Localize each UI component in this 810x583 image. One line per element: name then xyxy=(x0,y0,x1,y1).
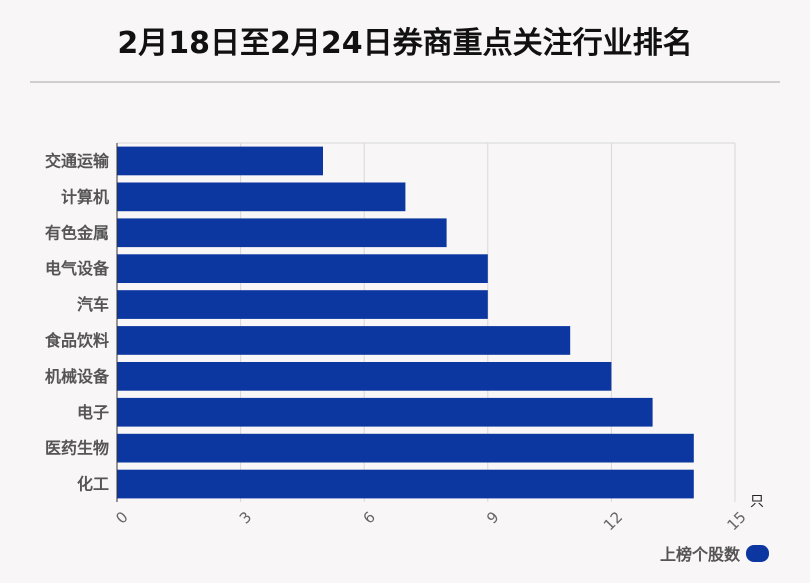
category-label: 有色金属 xyxy=(45,223,109,242)
bars xyxy=(117,146,694,499)
bar[interactable] xyxy=(117,254,488,284)
bar[interactable] xyxy=(117,182,406,212)
bar[interactable] xyxy=(117,146,323,176)
category-label: 化工 xyxy=(77,475,109,494)
bar[interactable] xyxy=(117,397,653,427)
bar[interactable] xyxy=(117,326,571,355)
bar[interactable] xyxy=(117,290,488,319)
x-tick-label: 3 xyxy=(236,508,255,527)
bar[interactable] xyxy=(117,469,694,499)
x-tick-label: 6 xyxy=(359,508,378,527)
x-tick-label: 9 xyxy=(483,508,502,527)
category-label: 电子 xyxy=(77,403,109,422)
x-tick-label: 12 xyxy=(600,508,626,534)
category-label: 交通运输 xyxy=(45,151,110,170)
title-divider xyxy=(30,81,780,83)
legend-label: 上榜个股数 xyxy=(659,545,740,564)
x-axis-unit: 只 xyxy=(750,494,764,510)
chart-title: 2月18日至2月24日券商重点关注行业排名 xyxy=(117,26,693,61)
x-tick-label: 0 xyxy=(112,508,131,527)
category-label: 食品饮料 xyxy=(44,331,109,350)
category-label: 机械设备 xyxy=(45,367,110,386)
tick-labels: 0 3 6 9 12 15 xyxy=(112,508,749,534)
legend: 上榜个股数 xyxy=(660,541,769,565)
bar[interactable] xyxy=(117,218,447,248)
category-label: 计算机 xyxy=(61,187,109,206)
x-tick-label: 15 xyxy=(724,508,750,534)
legend-swatch xyxy=(746,544,769,562)
category-label: 医药生物 xyxy=(45,439,109,458)
bar[interactable] xyxy=(117,361,612,391)
category-label: 汽车 xyxy=(77,295,109,314)
category-label: 电气设备 xyxy=(45,259,110,278)
bar[interactable] xyxy=(117,433,694,463)
